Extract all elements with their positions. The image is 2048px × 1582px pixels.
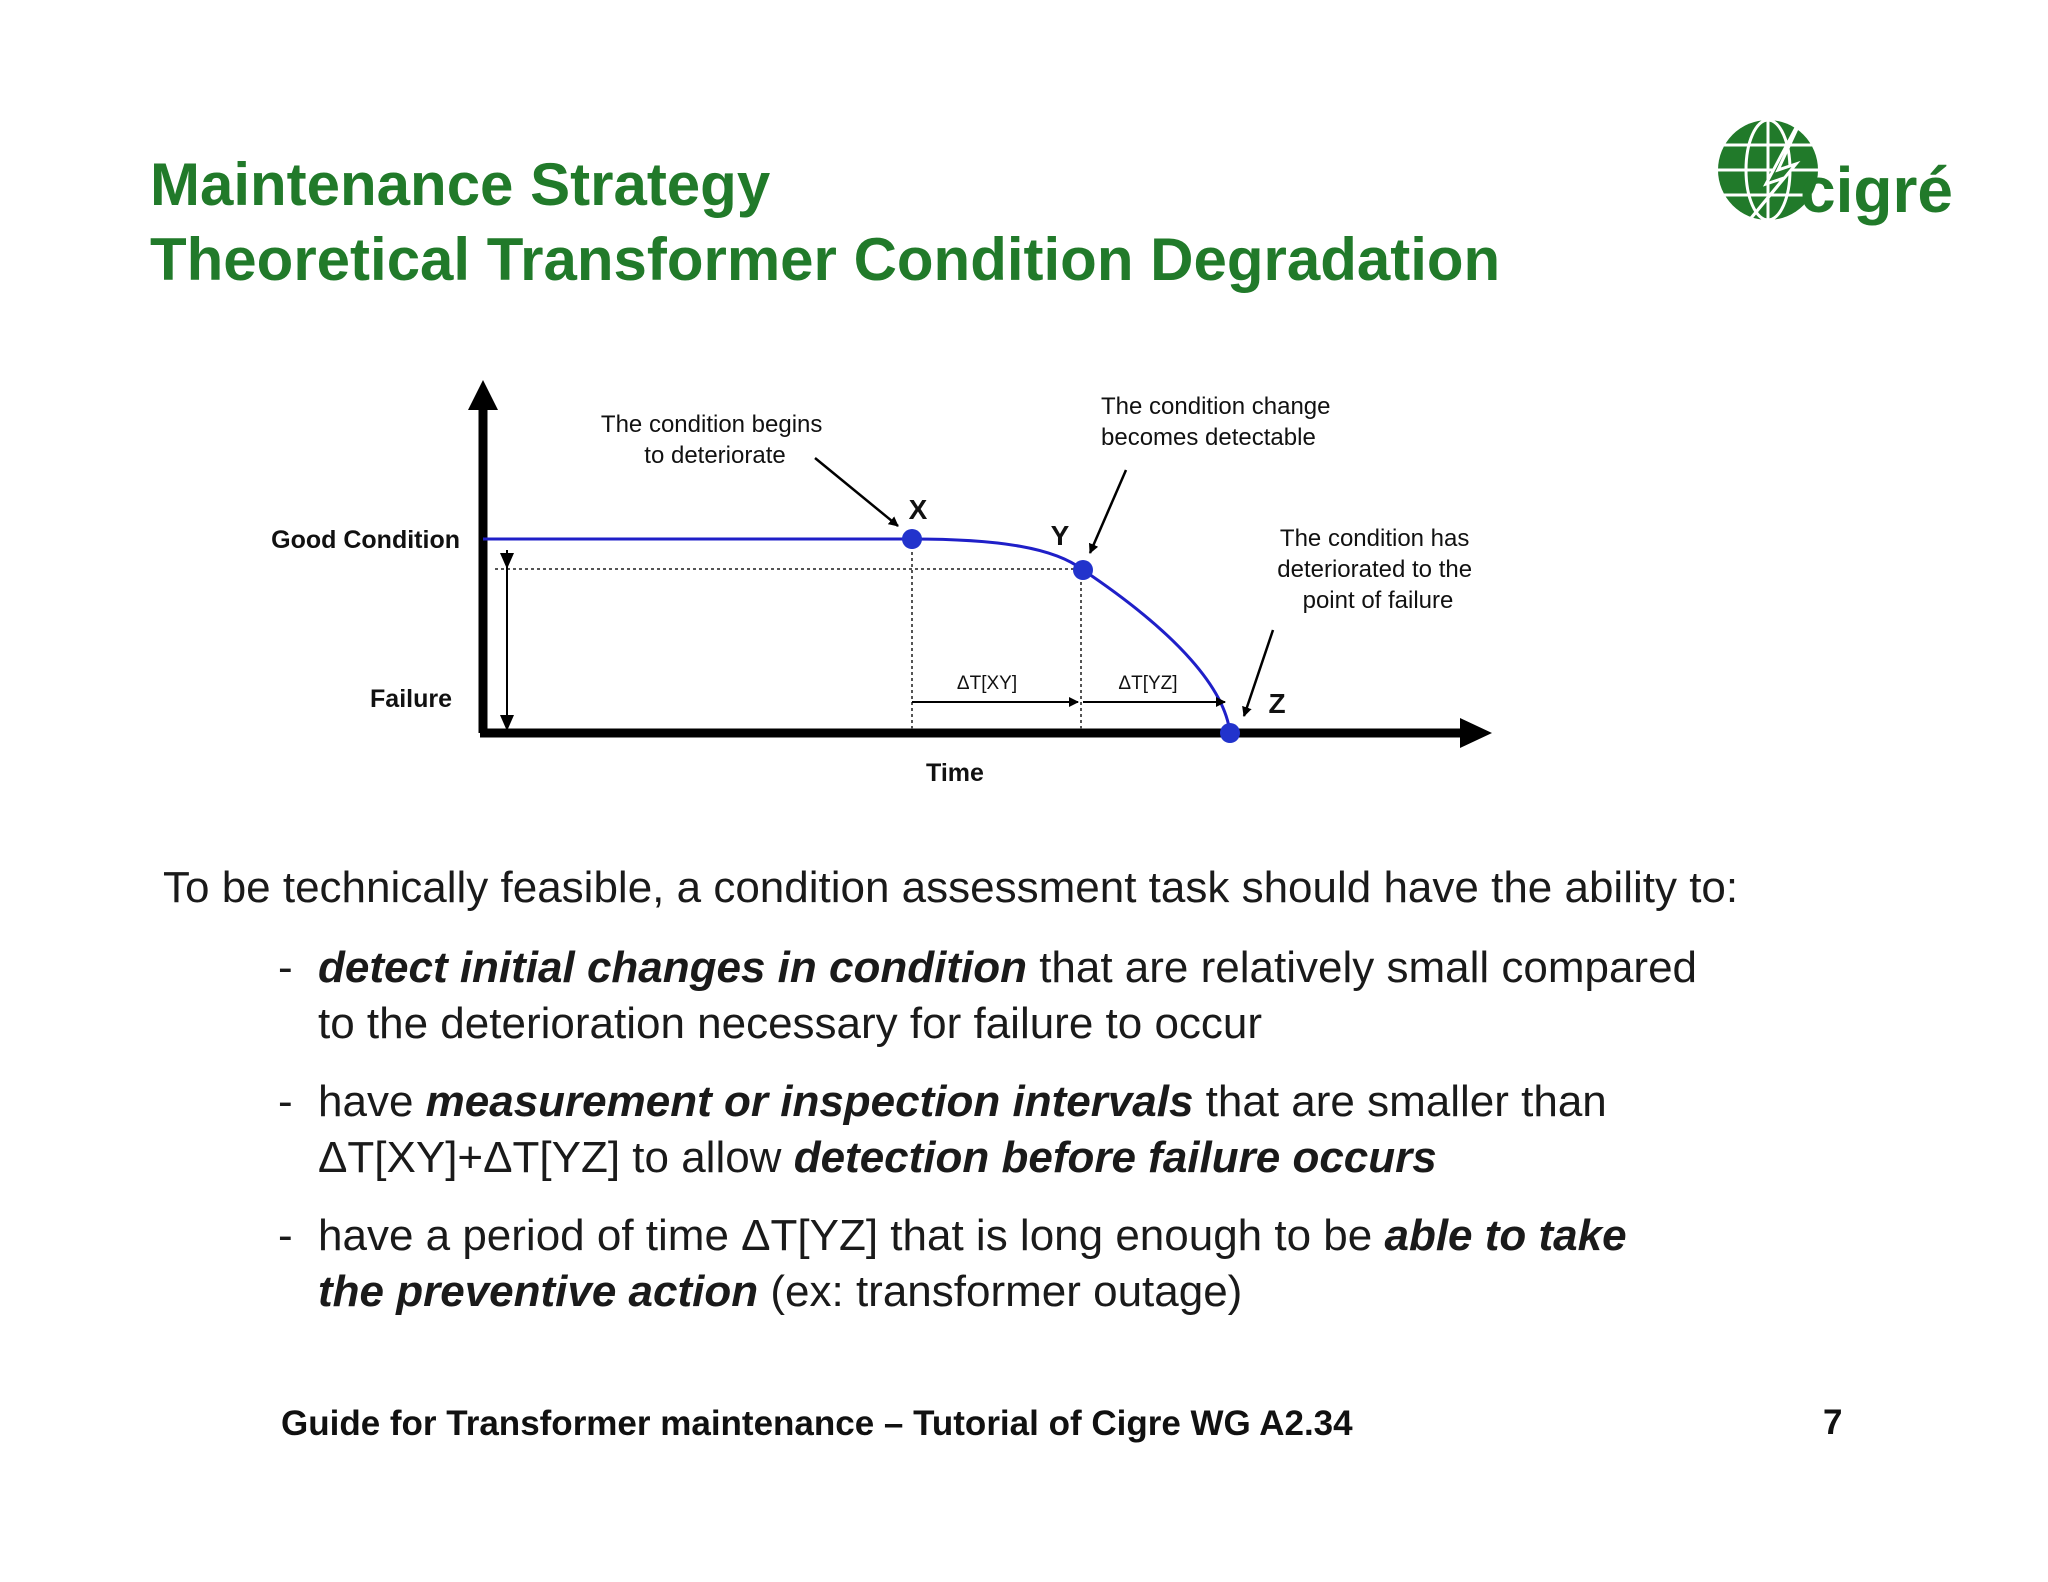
emphasis-text: the preventive action	[318, 1267, 759, 1316]
interval-yz-label: ΔT[YZ]	[1118, 673, 1177, 694]
bullet-text: ΔT[XY]+ΔT[YZ] to allow	[318, 1133, 794, 1182]
bullet-line: the preventive action (ex: transformer o…	[318, 1264, 1963, 1320]
bullet-line: to the deterioration necessary for failu…	[318, 996, 1963, 1052]
annotation-begin-line: The condition begins	[601, 411, 822, 438]
page-number: 7	[1823, 1403, 1843, 1442]
cigre-logo: cigré	[1716, 104, 1953, 259]
bullet-item: - have a period of time ΔT[YZ] that is l…	[163, 1208, 1963, 1320]
bullet-line: detect initial changes in condition that…	[318, 940, 1963, 996]
annotation-failure-arrow	[1242, 629, 1275, 717]
point-y-marker	[1073, 560, 1093, 580]
bullet-item: - detect initial changes in condition th…	[163, 940, 1963, 1052]
x-axis-arrowhead	[1460, 718, 1492, 748]
emphasis-text: detect initial changes in condition	[318, 943, 1027, 992]
good-condition-label: Good Condition	[271, 526, 460, 554]
bullet-line: have measurement or inspection intervals…	[318, 1074, 1963, 1130]
annotation-detectable-line: The condition change	[1101, 393, 1331, 420]
bullet-text: that are relatively small compared	[1026, 943, 1698, 992]
bullet-text: have	[318, 1077, 426, 1126]
bullet-line: have a period of time ΔT[YZ] that is lon…	[318, 1208, 1963, 1264]
annotation-detectable-arrow	[1088, 469, 1128, 554]
emphasis-text: measurement or inspection intervals	[425, 1077, 1194, 1126]
condition-drop-arrowhead-top	[500, 553, 514, 569]
emphasis-text: detection before failure occurs	[793, 1133, 1437, 1182]
annotation-detectable-line: becomes detectable	[1101, 424, 1316, 451]
cigre-logo-text: cigré	[1800, 154, 1953, 226]
point-x-label: X	[909, 494, 928, 525]
title-line-2: Theoretical Transformer Condition Degrad…	[150, 226, 1501, 293]
footer-text: Guide for Transformer maintenance – Tuto…	[281, 1404, 1353, 1443]
annotation-begin: The condition begins to deteriorate	[601, 411, 829, 469]
bullet-text: that are smaller than	[1193, 1077, 1607, 1126]
interval-xy-label: ΔT[XY]	[957, 673, 1017, 694]
point-z-label: Z	[1268, 688, 1285, 719]
annotation-failure: The condition has deteriorated to the po…	[1277, 525, 1478, 614]
cigre-globe-lightning-icon	[1716, 104, 1818, 259]
point-x-marker	[902, 529, 922, 549]
condition-drop-arrowhead-bottom	[500, 715, 514, 731]
point-y-label: Y	[1051, 520, 1070, 551]
annotation-failure-line: deteriorated to the	[1277, 556, 1472, 583]
annotation-detectable: The condition change becomes detectable	[1101, 393, 1337, 451]
annotation-failure-line: The condition has	[1280, 525, 1469, 552]
point-z-marker	[1220, 723, 1240, 743]
intro-sentence: To be technically feasible, a condition …	[163, 863, 1739, 912]
body-text: To be technically feasible, a condition …	[163, 858, 1963, 1320]
bullet-dash: -	[278, 943, 293, 992]
time-axis-label: Time	[926, 759, 984, 787]
title-line-1: Maintenance Strategy	[150, 151, 771, 218]
bullet-text: to the deterioration necessary for failu…	[318, 999, 1263, 1048]
annotation-begin-arrow	[814, 457, 899, 527]
annotation-begin-line: to deteriorate	[644, 442, 785, 469]
emphasis-text: able to take	[1384, 1211, 1627, 1260]
bullet-item: - have measurement or inspection interva…	[163, 1074, 1963, 1186]
failure-label: Failure	[370, 685, 452, 713]
annotation-failure-line: point of failure	[1303, 587, 1454, 614]
bullet-dash: -	[278, 1077, 293, 1126]
bullet-line: ΔT[XY]+ΔT[YZ] to allow detection before …	[318, 1130, 1963, 1186]
bullet-text: (ex: transformer outage)	[758, 1267, 1243, 1316]
bullet-dash: -	[278, 1211, 293, 1260]
y-axis-arrowhead	[468, 380, 498, 410]
bullet-text: have a period of time ΔT[YZ] that is lon…	[318, 1211, 1385, 1260]
